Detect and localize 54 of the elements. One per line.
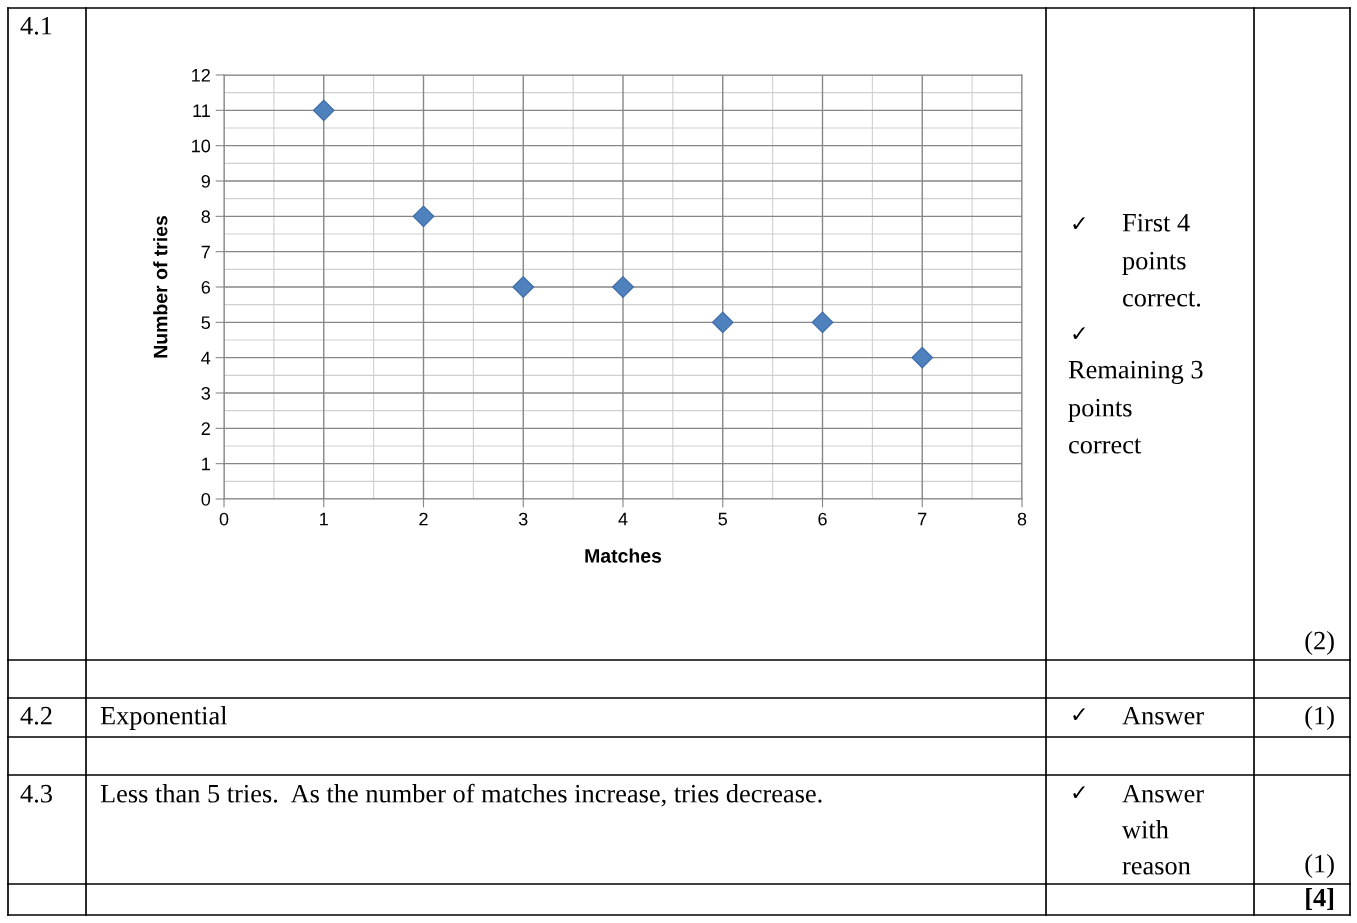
text: reason [1122, 861, 1191, 875]
x-tick-label: 0 [219, 512, 229, 526]
x-axis-title: Matches [585, 548, 662, 563]
text: (2) [1305, 631, 1334, 655]
y-tick-label: 4 [201, 351, 211, 365]
text: [4] [1306, 888, 1334, 910]
y-tick-label: 9 [201, 174, 210, 188]
text: 4.3 [20, 784, 52, 803]
text: ✓ [1073, 786, 1085, 798]
x-tick-label: 4 [618, 512, 628, 526]
y-tick-label: 3 [201, 386, 211, 400]
y-tick-label: 5 [201, 316, 211, 330]
x-tick-label: 7 [918, 512, 927, 526]
text: ✓ [1073, 327, 1085, 339]
text: correct. [1123, 291, 1201, 307]
y-tick-label: 0 [201, 492, 211, 506]
text: (1) [1305, 854, 1334, 878]
point [711, 311, 734, 334]
y-tick-label: 10 [192, 139, 211, 153]
y-tick-label: 11 [193, 104, 210, 117]
text: Answer [1122, 784, 1204, 803]
point [911, 346, 934, 369]
text: 4.1 [20, 16, 52, 35]
text: 4.2 [20, 706, 52, 725]
text: Remaining 3 [1068, 360, 1203, 384]
x-tick-label: 3 [518, 512, 528, 526]
y-tick-label: 2 [201, 422, 210, 435]
text: Answer [1122, 706, 1204, 725]
x-tick-label: 8 [1017, 512, 1027, 526]
y-tick-label: 6 [201, 280, 211, 294]
text: ✓ [1073, 217, 1085, 229]
point [612, 276, 634, 298]
y-tick-label: 8 [201, 210, 211, 224]
text: with [1122, 820, 1169, 839]
point [412, 205, 435, 228]
text: correct [1069, 438, 1142, 454]
text: First 4 [1122, 213, 1190, 232]
point [512, 276, 535, 298]
x-tick-label: 6 [818, 512, 827, 526]
text: Less than 5 tries. As the number of matches increase, tries decrease. [100, 783, 822, 807]
text: points [1122, 251, 1186, 275]
text: ✓ [1073, 708, 1085, 720]
y-tick-label: 7 [201, 245, 210, 259]
point [811, 311, 834, 334]
x-tick-label: 5 [718, 512, 728, 526]
point [312, 99, 335, 122]
text: Exponential [100, 706, 227, 730]
y-tick-label: 12 [192, 68, 210, 82]
text: points [1068, 398, 1132, 422]
y-tick-label: 1 [202, 457, 210, 471]
x-tick-label: 2 [419, 512, 428, 526]
x-tick-label: 1 [320, 512, 328, 526]
y-axis-title: Number of tries [153, 215, 168, 358]
text: (1) [1305, 706, 1334, 730]
